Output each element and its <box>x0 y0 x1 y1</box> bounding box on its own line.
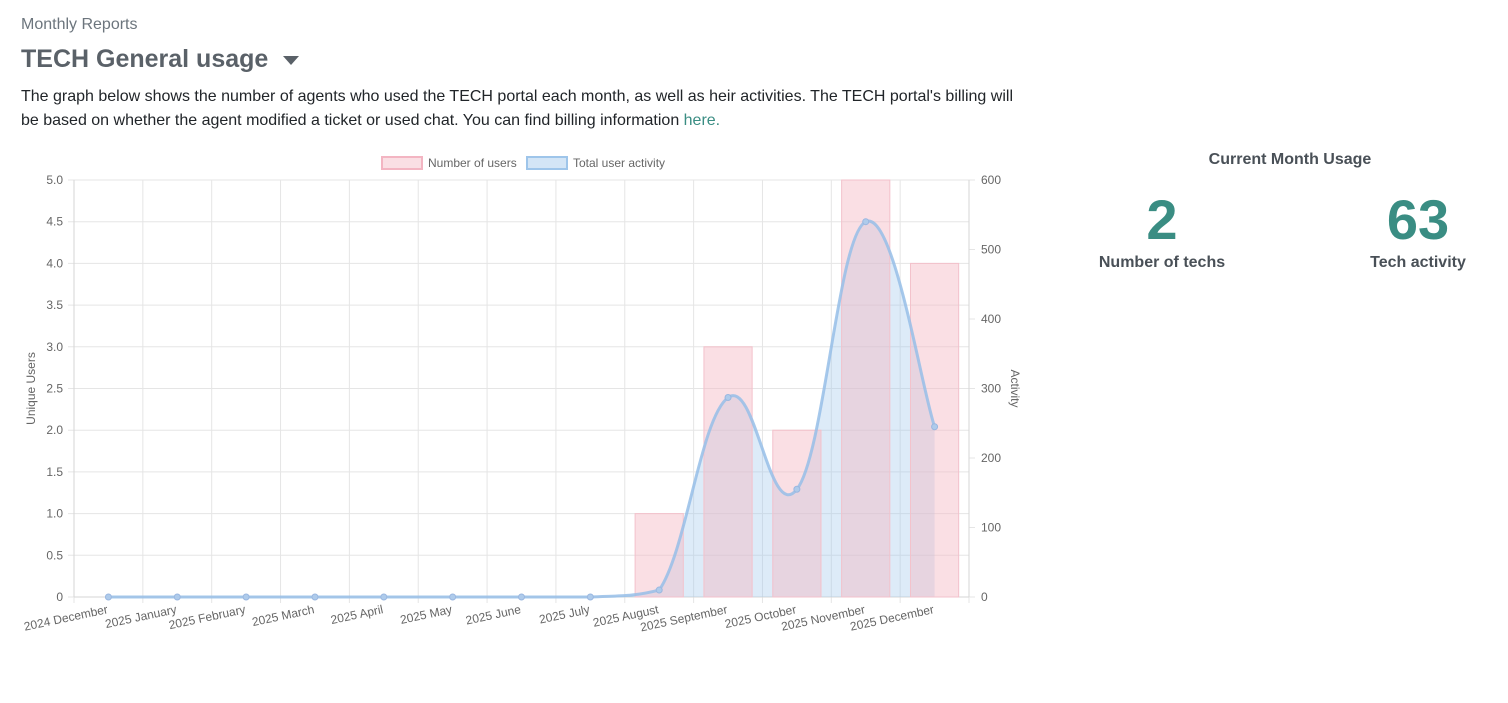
x-tick-label: 2025 March <box>251 602 316 629</box>
page-title: TECH General usage <box>21 45 269 73</box>
y2-tick-label: 100 <box>981 521 1001 535</box>
usage-chart: 0 0.5 1.0 1.5 2.0 2.5 3.0 3.5 4.0 4.5 5.0 0 100 200 30… <box>23 156 1022 634</box>
legend-label-1: Total user activity <box>573 156 665 170</box>
y-tick-label: 4.5 <box>46 215 63 229</box>
y-axis-title: Unique Users <box>24 352 38 425</box>
y-tick-label: 1.5 <box>46 465 63 479</box>
y2-tick-label: 600 <box>981 173 1001 187</box>
breadcrumb: Monthly Reports <box>21 16 138 33</box>
activity-point-2 <box>242 593 250 601</box>
y2-tick-label: 500 <box>981 243 1001 257</box>
caret-down-icon[interactable] <box>283 56 300 65</box>
bar-users-9 <box>703 346 753 598</box>
bar-users-11 <box>841 179 891 598</box>
activity-label: Tech activity <box>1370 254 1466 271</box>
bar-users-10 <box>772 429 822 598</box>
activity-point-12 <box>931 423 939 431</box>
activity-line <box>108 219 936 599</box>
y2-tick-label: 200 <box>981 451 1001 465</box>
activity-metric: 63 Tech activity <box>1338 190 1498 272</box>
y-tick-label: 0.5 <box>46 548 63 562</box>
x-tick-label: 2025 February <box>167 602 246 632</box>
y-tick-label: 3.5 <box>46 298 63 312</box>
activity-point-3 <box>311 593 319 601</box>
activity-point-11 <box>862 218 870 226</box>
activity-point-10 <box>793 485 801 493</box>
techs-metric: 2 Number of techs <box>1082 190 1242 272</box>
y-tick-label: 2.5 <box>46 382 63 396</box>
page-description: The graph below shows the number of agen… <box>21 85 1031 133</box>
activity-area <box>108 221 935 597</box>
y-tick-label: 4.0 <box>46 256 63 270</box>
current-month-title: Current Month Usage <box>1208 151 1372 168</box>
billing-info-link[interactable]: here. <box>683 112 721 129</box>
y-tick-label: 2.0 <box>46 423 63 437</box>
activity-point-4 <box>380 593 388 601</box>
y-tick-label: 0 <box>56 590 63 604</box>
y-tick-label: 3.0 <box>46 340 63 354</box>
activity-point-5 <box>449 593 457 601</box>
activity-point-0 <box>104 593 112 601</box>
x-tick-label: 2025 June <box>464 602 522 627</box>
activity-point-7 <box>586 593 594 601</box>
report-selector[interactable]: TECH General usage <box>21 45 300 74</box>
y2-tick-label: 400 <box>981 312 1001 326</box>
x-tick-label: 2025 January <box>104 602 178 631</box>
legend-swatch-1 <box>526 156 568 170</box>
y2-tick-label: 300 <box>981 382 1001 396</box>
activity-point-8 <box>655 586 663 594</box>
x-tick-label: 2025 May <box>399 602 453 627</box>
y-tick-label: 1.0 <box>46 507 63 521</box>
legend-swatch-0 <box>381 156 423 170</box>
legend-label-0: Number of users <box>428 156 517 170</box>
activity-point-1 <box>173 593 181 601</box>
techs-label: Number of techs <box>1098 254 1226 271</box>
y2-tick-label: 0 <box>981 590 988 604</box>
techs-count: 2 <box>1146 188 1178 251</box>
activity-point-6 <box>518 593 525 601</box>
x-tick-label: 2025 July <box>538 602 591 626</box>
description-text: The graph below shows the number of agen… <box>21 88 1013 129</box>
activity-point-9 <box>724 394 732 402</box>
y2-axis-title: Activity <box>1008 369 1022 407</box>
x-tick-label: 2025 April <box>329 602 384 627</box>
y-tick-label: 5.0 <box>46 173 63 187</box>
x-tick-label: 2024 December <box>23 602 109 633</box>
activity-count: 63 <box>1386 188 1450 251</box>
